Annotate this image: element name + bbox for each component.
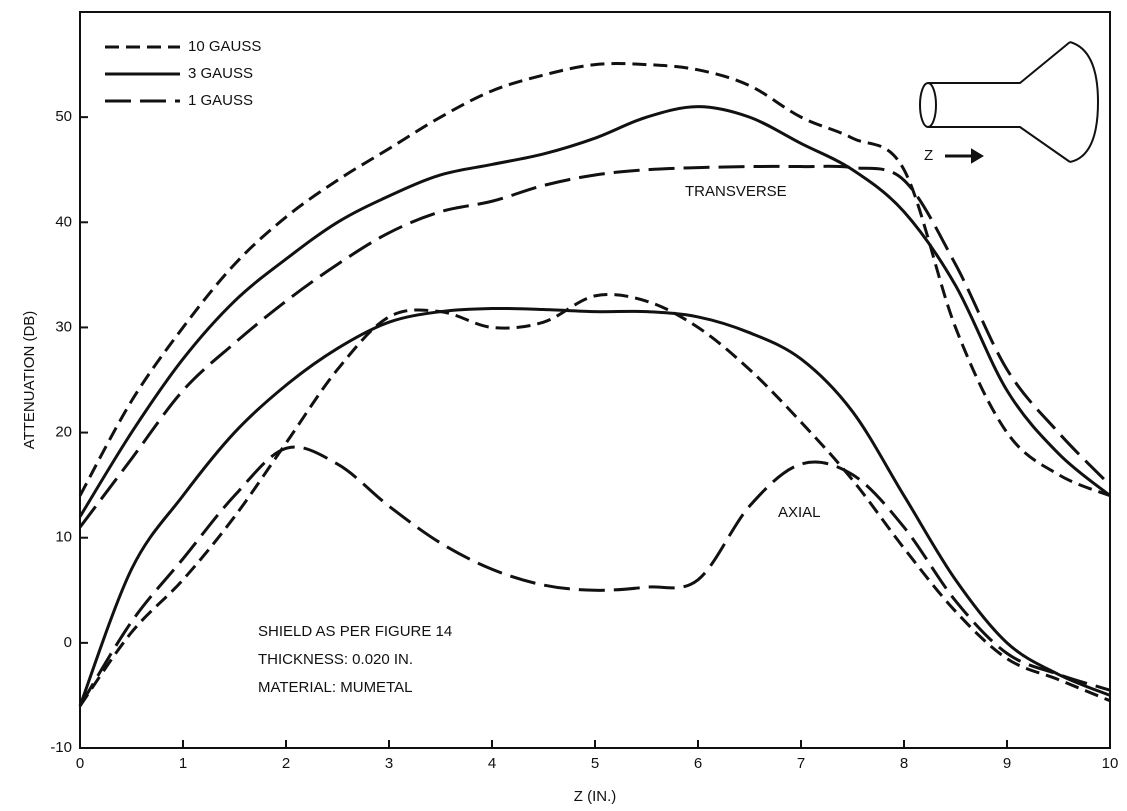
y-tick-label: 40 <box>55 213 72 230</box>
x-tick-label: 7 <box>797 755 805 772</box>
data-line <box>80 308 1110 706</box>
x-tick-label: 6 <box>694 755 702 772</box>
y-axis-label: ATTENUATION (DB) <box>21 311 38 450</box>
y-tick-label: 50 <box>55 108 72 125</box>
inset-label: Z <box>924 147 933 164</box>
note: THICKNESS: 0.020 IN. <box>258 651 413 668</box>
data-line <box>80 447 1110 706</box>
y-tick-label: 0 <box>64 634 72 651</box>
y-tick-label: -10 <box>50 739 72 756</box>
chart: ATTENUATION (DB) Z (IN.) TRANSVERSE AXIA… <box>0 0 1127 811</box>
x-tick-label: 2 <box>282 755 290 772</box>
data-line <box>80 166 1110 527</box>
x-tick-label: 5 <box>591 755 599 772</box>
annotation: TRANSVERSE <box>685 183 787 200</box>
note: MATERIAL: MUMETAL <box>258 679 412 696</box>
x-tick-label: 8 <box>900 755 908 772</box>
annotation: AXIAL <box>778 504 821 521</box>
legend-label: 10 GAUSS <box>188 38 261 55</box>
x-tick-label: 10 <box>1102 755 1119 772</box>
x-axis-label: Z (IN.) <box>574 788 617 805</box>
y-tick-label: 10 <box>55 529 72 546</box>
x-tick-label: 0 <box>76 755 84 772</box>
x-tick-label: 4 <box>488 755 496 772</box>
note: SHIELD AS PER FIGURE 14 <box>258 623 452 640</box>
y-tick-label: 30 <box>55 318 72 335</box>
inset-drawing <box>920 42 1098 162</box>
legend-label: 3 GAUSS <box>188 65 253 82</box>
x-tick-label: 9 <box>1003 755 1011 772</box>
y-tick-label: 20 <box>55 424 72 441</box>
x-tick-label: 1 <box>179 755 187 772</box>
x-tick-label: 3 <box>385 755 393 772</box>
data-line <box>80 294 1110 705</box>
plot-frame <box>80 12 1110 748</box>
legend-label: 1 GAUSS <box>188 92 253 109</box>
